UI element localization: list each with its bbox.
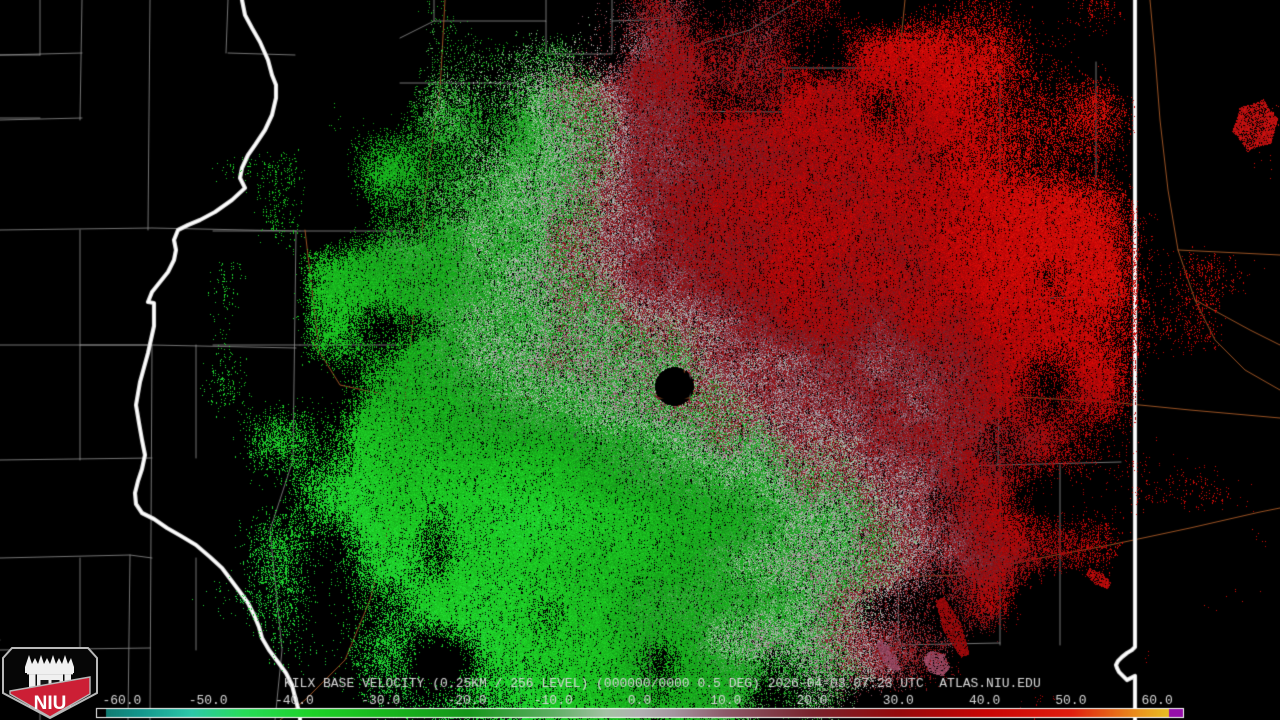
svg-text:NIU: NIU bbox=[34, 693, 67, 714]
